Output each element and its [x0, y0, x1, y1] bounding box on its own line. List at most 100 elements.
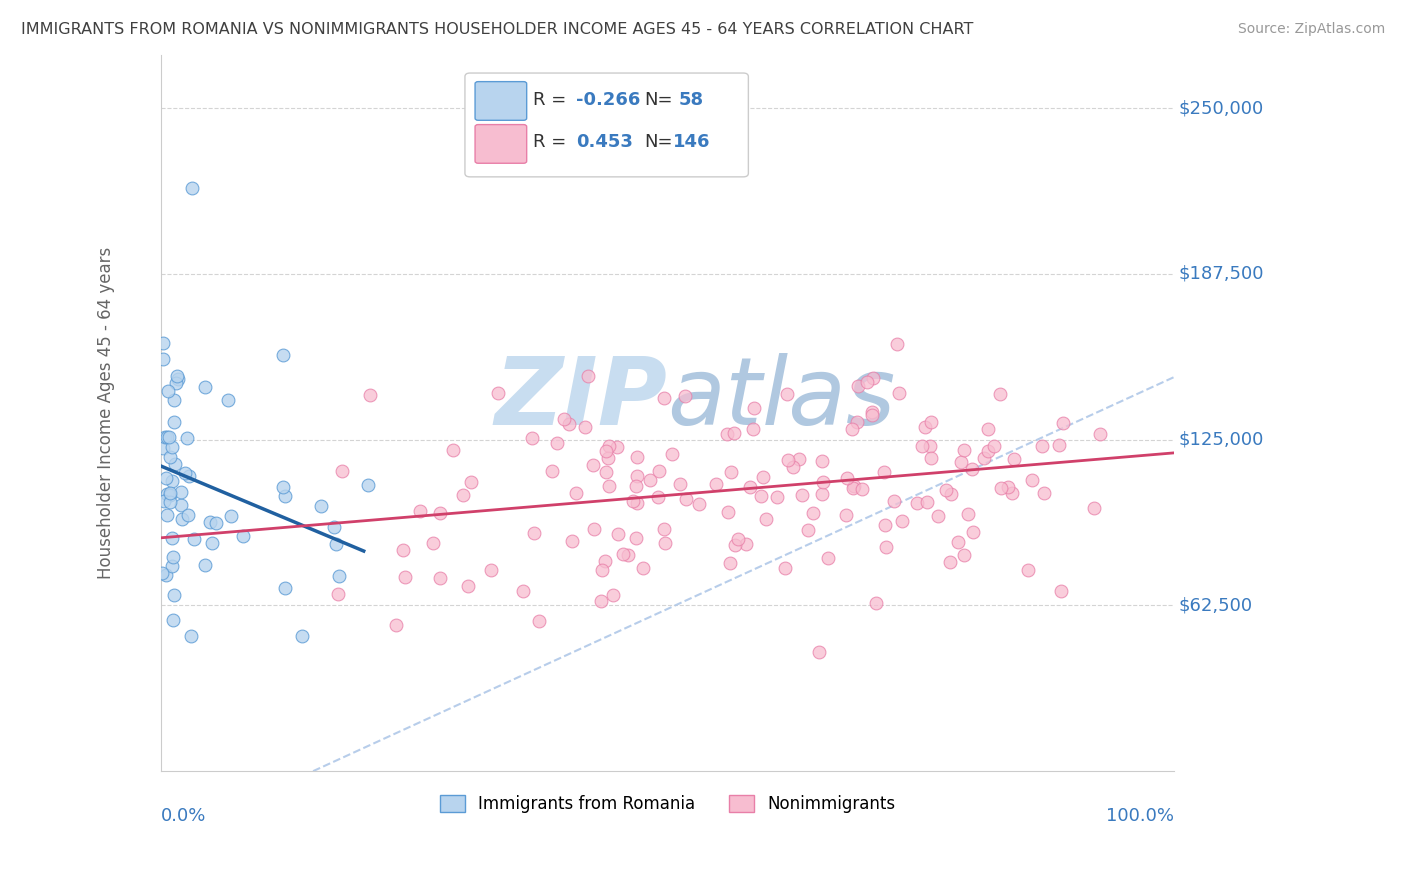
Point [159, 450, 181, 464]
Point [875, 518, 897, 533]
Point [797, 523, 820, 537]
Point [675, 491, 697, 506]
Point [157, 384, 180, 398]
Point [232, 529, 254, 543]
Point [920, 450, 942, 465]
Point [652, 522, 675, 536]
Point [997, 480, 1019, 494]
Point [217, 392, 239, 407]
Point [155, 430, 177, 444]
Point [734, 537, 756, 551]
Point [718, 556, 741, 570]
Point [973, 451, 995, 466]
Point [1002, 451, 1025, 466]
Point [606, 440, 628, 454]
Point [422, 535, 444, 549]
Text: 100.0%: 100.0% [1105, 807, 1174, 825]
Point [540, 464, 562, 478]
Point [765, 490, 787, 504]
Point [170, 511, 193, 525]
Point [194, 558, 217, 572]
Text: R =: R = [533, 134, 572, 152]
Point [624, 478, 647, 492]
Point [624, 531, 647, 545]
Point [291, 629, 314, 643]
Point [742, 422, 765, 436]
Text: IMMIGRANTS FROM ROMANIA VS NONIMMIGRANTS HOUSEHOLDER INCOME AGES 45 - 64 YEARS C: IMMIGRANTS FROM ROMANIA VS NONIMMIGRANTS… [21, 22, 973, 37]
Point [598, 478, 620, 492]
Text: $250,000: $250,000 [1178, 99, 1264, 117]
Point [160, 474, 183, 488]
Point [983, 439, 1005, 453]
Point [773, 560, 796, 574]
Point [953, 443, 976, 458]
Text: 146: 146 [672, 134, 710, 152]
Point [855, 375, 877, 389]
Point [807, 645, 830, 659]
Point [939, 487, 962, 501]
Point [323, 520, 346, 534]
Point [976, 444, 998, 458]
Point [875, 540, 897, 554]
Point [860, 408, 883, 422]
Text: Householder Income Ages 45 - 64 years: Householder Income Ages 45 - 64 years [97, 247, 114, 579]
Point [841, 422, 863, 436]
Point [163, 458, 186, 472]
Point [595, 444, 617, 458]
Text: -0.266: -0.266 [576, 90, 641, 109]
Point [905, 496, 928, 510]
Point [612, 547, 634, 561]
Point [520, 431, 543, 445]
Point [887, 385, 910, 400]
Point [598, 439, 620, 453]
Point [574, 420, 596, 434]
Point [640, 473, 662, 487]
Point [162, 415, 184, 429]
Point [152, 351, 174, 366]
Point [751, 469, 773, 483]
Text: $125,000: $125,000 [1178, 431, 1264, 449]
Point [607, 527, 630, 541]
Point [565, 486, 588, 500]
Point [159, 495, 181, 509]
Point [159, 488, 181, 502]
Point [633, 561, 655, 575]
Point [523, 525, 546, 540]
Point [596, 451, 619, 466]
Point [704, 477, 727, 491]
Point [844, 479, 866, 493]
Point [626, 469, 648, 483]
Point [558, 417, 581, 432]
Point [176, 431, 198, 445]
Point [939, 555, 962, 569]
Point [647, 464, 669, 478]
Point [198, 516, 221, 530]
Point [776, 387, 799, 401]
Point [576, 369, 599, 384]
Point [309, 499, 332, 513]
Text: $187,500: $187,500 [1178, 265, 1264, 283]
Point [429, 507, 451, 521]
Point [792, 488, 814, 502]
Text: atlas: atlas [668, 353, 896, 444]
Point [162, 441, 184, 455]
Point [273, 581, 295, 595]
Text: ZIP: ZIP [495, 353, 668, 445]
Point [834, 508, 856, 522]
Text: Source: ZipAtlas.com: Source: ZipAtlas.com [1237, 22, 1385, 37]
Point [359, 388, 381, 402]
Point [589, 593, 612, 607]
Point [170, 484, 193, 499]
Point [328, 568, 350, 582]
Legend: Immigrants from Romania, Nonimmigrants: Immigrants from Romania, Nonimmigrants [433, 789, 901, 820]
Point [162, 531, 184, 545]
Point [441, 442, 464, 457]
Point [1050, 584, 1073, 599]
FancyBboxPatch shape [475, 82, 527, 120]
Point [716, 426, 738, 441]
Point [165, 376, 187, 390]
Point [457, 579, 479, 593]
Point [621, 494, 644, 508]
Text: R =: R = [533, 90, 572, 109]
Point [813, 475, 835, 490]
